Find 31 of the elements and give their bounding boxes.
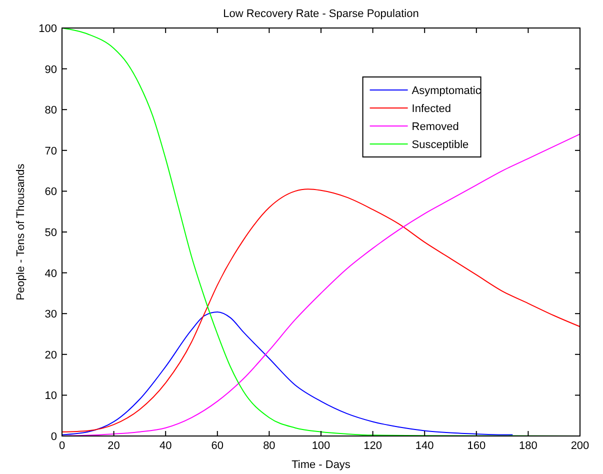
legend-label: Susceptible — [412, 138, 469, 151]
y-tick-label: 10 — [44, 390, 57, 402]
legend-label: Removed — [412, 120, 459, 133]
x-tick-label: 200 — [570, 440, 590, 452]
y-tick-label: 80 — [44, 104, 57, 117]
y-tick-label: 30 — [44, 308, 57, 321]
x-tick-label: 20 — [108, 440, 120, 452]
x-tick-label: 140 — [415, 440, 434, 452]
x-tick-label: 0 — [58, 440, 66, 452]
legend-label: Infected — [412, 102, 451, 115]
x-tick-label: 100 — [312, 440, 330, 452]
legend-label: Asymptomatic — [412, 84, 482, 97]
x-tick-label: 80 — [263, 440, 276, 452]
x-tick-label: 60 — [211, 440, 224, 452]
x-tick-label: 40 — [159, 440, 172, 452]
y-tick-label: 20 — [44, 349, 57, 362]
line-series — [62, 311, 514, 436]
line-series — [62, 188, 580, 432]
y-tick-label: 50 — [44, 227, 57, 239]
x-axis-title: Time - Days — [292, 459, 351, 471]
x-tick-label: 120 — [364, 440, 382, 452]
x-tick-label: 160 — [467, 440, 486, 452]
y-tick-label: 100 — [38, 23, 57, 35]
y-axis-title: People - Tens of Thousands — [15, 163, 27, 300]
chart-title: Low Recovery Rate - Sparse Population — [223, 8, 419, 20]
y-tick-label: 0 — [50, 431, 57, 443]
y-tick-label: 90 — [44, 64, 57, 76]
y-tick-label: 40 — [44, 268, 57, 280]
y-tick-label: 60 — [44, 186, 57, 198]
y-tick-label: 70 — [44, 145, 57, 158]
x-tick-label: 180 — [519, 440, 538, 452]
